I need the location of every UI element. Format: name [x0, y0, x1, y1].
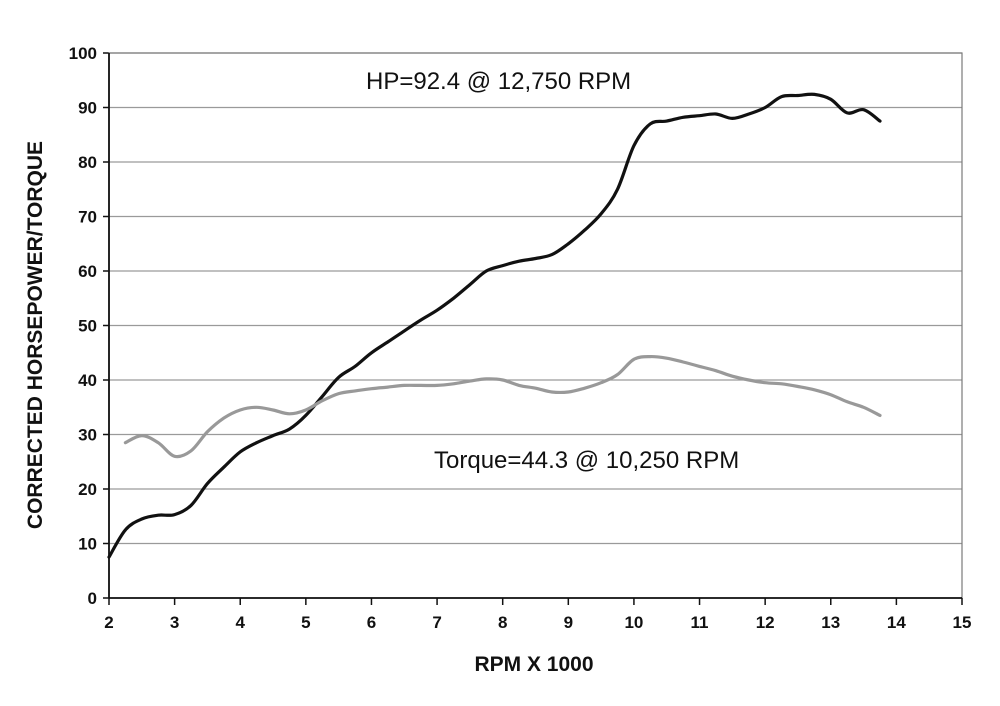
x-tick-label-2: 2 — [104, 613, 113, 632]
y-tick-label-50: 50 — [78, 317, 97, 336]
x-axis-title: RPM X 1000 — [474, 653, 593, 676]
x-tick-label-14: 14 — [887, 613, 906, 632]
x-tick-label-15: 15 — [953, 613, 972, 632]
y-axis-title: CORRECTED HORSEPOWER/TORQUE — [24, 141, 47, 529]
hp-line — [107, 92, 882, 559]
x-tick-label-10: 10 — [624, 613, 643, 632]
x-tick-label-12: 12 — [756, 613, 775, 632]
y-tick-label-100: 100 — [69, 44, 97, 63]
torque-annotation: Torque=44.3 @ 10,250 RPM — [434, 447, 739, 474]
x-tick-label-5: 5 — [301, 613, 310, 632]
y-tick-label-20: 20 — [78, 480, 97, 499]
y-tick-label-90: 90 — [78, 99, 97, 118]
torque-line — [123, 354, 882, 459]
y-tick-label-60: 60 — [78, 262, 97, 281]
x-tick-label-4: 4 — [235, 613, 245, 632]
x-tick-label-6: 6 — [367, 613, 376, 632]
x-tick-label-7: 7 — [432, 613, 441, 632]
x-tick-label-13: 13 — [821, 613, 840, 632]
series-lines — [107, 92, 882, 559]
y-tick-label-70: 70 — [78, 208, 97, 227]
y-tick-label-0: 0 — [88, 589, 97, 608]
y-tick-label-10: 10 — [78, 535, 97, 554]
x-tick-label-9: 9 — [564, 613, 573, 632]
hp-annotation: HP=92.4 @ 12,750 RPM — [366, 68, 631, 95]
y-tick-label-40: 40 — [78, 371, 97, 390]
axes — [103, 52, 963, 605]
y-tick-label-30: 30 — [78, 426, 97, 445]
y-tick-label-80: 80 — [78, 153, 97, 172]
x-tick-label-3: 3 — [170, 613, 179, 632]
x-tick-label-8: 8 — [498, 613, 507, 632]
tick-labels: 0 10 20 30 40 50 60 70 80 90 100 2 3 4 5 6 7 8 9 10 11 12 13 14… — [69, 44, 972, 632]
x-tick-label-11: 11 — [691, 613, 709, 632]
